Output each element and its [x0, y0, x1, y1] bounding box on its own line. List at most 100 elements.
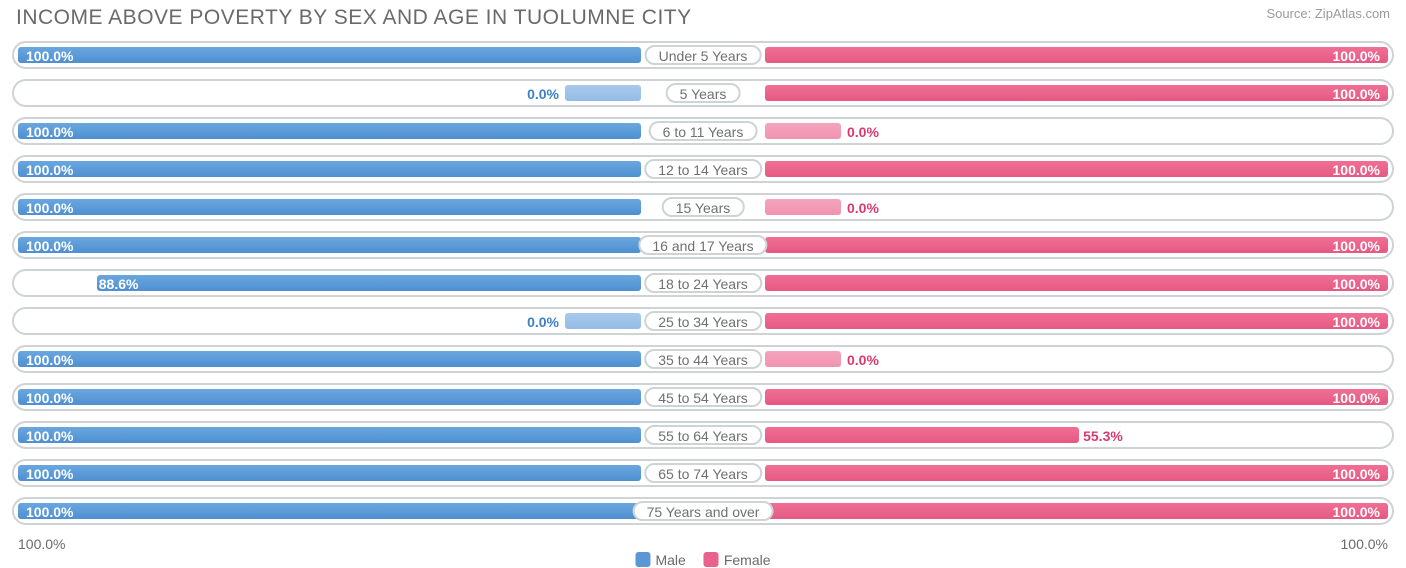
male-value: 0.0% [527, 314, 559, 330]
male-value: 88.6% [99, 276, 139, 292]
bar-row: 100.0% 100.0% 45 to 54 Years [12, 380, 1394, 414]
male-bar [18, 161, 641, 177]
female-half: 100.0% [703, 383, 1394, 411]
chart-footer: 100.0% 100.0% Male Female [12, 532, 1394, 556]
female-half: 100.0% [703, 155, 1394, 183]
axis-left-label: 100.0% [18, 536, 65, 552]
female-half: 0.0% [703, 117, 1394, 145]
male-value: 100.0% [26, 238, 73, 254]
female-half: 55.3% [703, 421, 1394, 449]
male-bar [97, 275, 641, 291]
chart-source: Source: ZipAtlas.com [1266, 6, 1390, 21]
category-label: 15 Years [662, 197, 745, 217]
male-bar [18, 465, 641, 481]
male-half: 100.0% [12, 345, 703, 373]
female-value: 100.0% [1333, 466, 1380, 482]
legend-male: Male [635, 552, 685, 568]
male-half: 100.0% [12, 155, 703, 183]
female-bar [765, 237, 1388, 253]
category-label: 5 Years [666, 83, 741, 103]
male-value: 100.0% [26, 428, 73, 444]
female-value: 100.0% [1333, 86, 1380, 102]
male-bar [18, 427, 641, 443]
bar-row: 100.0%100.0%75 Years and over [12, 494, 1394, 528]
male-bar [565, 85, 641, 101]
female-bar [765, 275, 1388, 291]
female-half: 0.0% [703, 345, 1394, 373]
bar-row: 100.0% 0.0% 35 to 44 Years [12, 342, 1394, 376]
female-value: 100.0% [1333, 504, 1380, 520]
female-value: 0.0% [847, 200, 879, 216]
female-half: 100.0% [703, 459, 1394, 487]
male-half: 100.0% [12, 193, 703, 221]
male-half: 100.0% [12, 383, 703, 411]
category-label: Under 5 Years [645, 45, 762, 65]
male-value: 100.0% [26, 124, 73, 140]
female-bar [765, 389, 1388, 405]
female-bar [765, 465, 1388, 481]
axis-right-label: 100.0% [1341, 536, 1388, 552]
category-label: 6 to 11 Years [649, 121, 758, 141]
category-label: 65 to 74 Years [644, 463, 762, 483]
legend-female: Female [704, 552, 771, 568]
male-value: 100.0% [26, 352, 73, 368]
category-label: 35 to 44 Years [644, 349, 762, 369]
male-half: 100.0% [12, 497, 703, 525]
female-bar [765, 161, 1388, 177]
female-bar [765, 351, 841, 367]
chart-title: INCOME ABOVE POVERTY BY SEX AND AGE IN T… [16, 6, 692, 30]
male-swatch [635, 552, 650, 567]
female-bar [765, 123, 841, 139]
category-label: 25 to 34 Years [644, 311, 762, 331]
male-bar [18, 199, 641, 215]
chart-header: INCOME ABOVE POVERTY BY SEX AND AGE IN T… [12, 6, 1394, 34]
male-bar [18, 123, 641, 139]
male-value: 100.0% [26, 162, 73, 178]
category-label: 16 and 17 Years [638, 235, 767, 255]
x-axis: 100.0% 100.0% [12, 532, 1394, 552]
female-value: 0.0% [847, 352, 879, 368]
bar-row: 100.0% 0.0% 15 Years [12, 190, 1394, 224]
male-bar [18, 47, 641, 63]
male-value: 100.0% [26, 390, 73, 406]
category-label: 75 Years and over [633, 501, 774, 521]
bar-row: 88.6%100.0%18 to 24 Years [12, 266, 1394, 300]
male-value: 100.0% [26, 48, 73, 64]
male-value: 100.0% [26, 466, 73, 482]
female-half: 0.0% [703, 193, 1394, 221]
bar-row: 0.0% 100.0%25 to 34 Years [12, 304, 1394, 338]
male-value: 100.0% [26, 200, 73, 216]
category-label: 55 to 64 Years [644, 425, 762, 445]
male-bar [18, 351, 641, 367]
female-value: 100.0% [1333, 238, 1380, 254]
female-value: 55.3% [1083, 428, 1123, 444]
bar-row: 100.0% 55.3% 55 to 64 Years [12, 418, 1394, 452]
female-swatch [704, 552, 719, 567]
male-half: 100.0% [12, 231, 703, 259]
male-half: 100.0% [12, 117, 703, 145]
male-half: 100.0% [12, 41, 703, 69]
female-bar [765, 85, 1388, 101]
bar-row: 100.0%100.0%12 to 14 Years [12, 152, 1394, 186]
female-bar [765, 427, 1079, 443]
female-half: 100.0% [703, 79, 1394, 107]
diverging-bar-chart: 100.0% 100.0% Under 5 Years 0.0% 100.0% 5 Yea… [12, 38, 1394, 528]
bar-row: 100.0% 100.0% 16 and 17 Years [12, 228, 1394, 262]
male-bar [18, 389, 641, 405]
female-half: 100.0% [703, 269, 1394, 297]
bar-row: 100.0% 0.0% 6 to 11 Years [12, 114, 1394, 148]
female-bar [765, 503, 1388, 519]
category-label: 45 to 54 Years [644, 387, 762, 407]
female-bar [765, 199, 841, 215]
female-half: 100.0% [703, 307, 1394, 335]
male-half: 100.0% [12, 421, 703, 449]
legend: Male Female [635, 552, 770, 568]
bar-row: 100.0%100.0%Under 5 Years [12, 38, 1394, 72]
female-half: 100.0% [703, 231, 1394, 259]
female-value: 100.0% [1333, 162, 1380, 178]
female-value: 0.0% [847, 124, 879, 140]
female-value: 100.0% [1333, 390, 1380, 406]
female-bar [765, 313, 1388, 329]
male-half: 88.6% [12, 269, 703, 297]
male-half: 0.0% [12, 79, 703, 107]
